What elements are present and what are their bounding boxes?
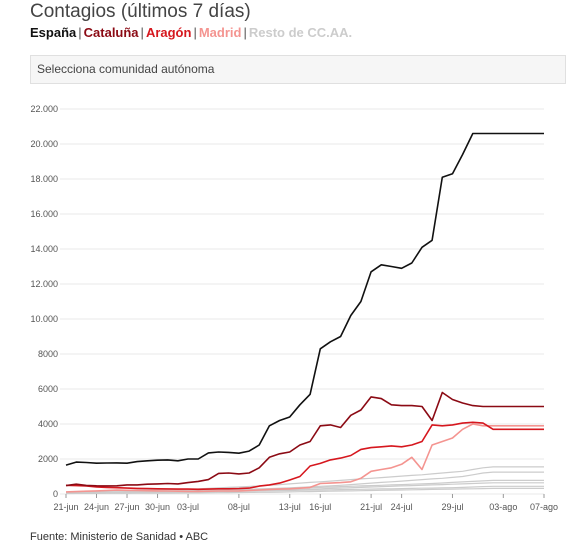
- series-line-espaa[interactable]: [65, 132, 544, 466]
- series-line-catalua[interactable]: [65, 391, 544, 487]
- y-tick-label: 14.000: [30, 244, 58, 254]
- x-axis: 21-jun 24-jun 27-jun 30-jun 03-jul 08-jul 13-j…: [53, 494, 558, 512]
- y-axis: 0 2000 4000 6000 8000 10.000 12.000 14.000 16.00…: [30, 104, 544, 499]
- x-tick-label: 29-jul: [441, 502, 463, 512]
- y-tick-label: 2000: [38, 454, 58, 464]
- x-tick-label: 24-jul: [391, 502, 413, 512]
- legend-cataluna[interactable]: Cataluña: [83, 25, 139, 40]
- x-tick-label: 27-jun: [115, 502, 140, 512]
- source-note: Fuente: Ministerio de Sanidad • ABC: [30, 531, 209, 543]
- series-line-madrid[interactable]: [65, 423, 544, 493]
- legend-separator: |: [193, 25, 197, 40]
- x-tick-label: 07-ago: [530, 502, 558, 512]
- y-tick-label: 10.000: [30, 314, 58, 324]
- y-tick-label: 22.000: [30, 104, 58, 114]
- region-select[interactable]: Selecciona comunidad autónoma: [30, 55, 566, 84]
- x-tick-label: 08-jul: [228, 502, 250, 512]
- legend-separator: |: [140, 25, 144, 40]
- x-tick-label: 30-jun: [145, 502, 170, 512]
- legend-madrid[interactable]: Madrid: [198, 25, 242, 40]
- legend-resto[interactable]: Resto de CC.AA.: [248, 25, 353, 40]
- y-tick-label: 8000: [38, 349, 58, 359]
- series-line-aragn[interactable]: [65, 421, 544, 491]
- legend-espana[interactable]: España: [30, 25, 77, 40]
- y-tick-label: 4000: [38, 419, 58, 429]
- x-tick-label: 21-jul: [360, 502, 382, 512]
- y-tick-label: 6000: [38, 384, 58, 394]
- y-tick-label: 12.000: [30, 279, 58, 289]
- x-tick-label: 24-jun: [84, 502, 109, 512]
- y-tick-label: 20.000: [30, 139, 58, 149]
- series-line-resto-7[interactable]: [65, 482, 544, 494]
- y-tick-label: 16.000: [30, 209, 58, 219]
- y-tick-label: 0: [53, 489, 58, 499]
- legend-separator: |: [78, 25, 82, 40]
- x-tick-label: 21-jun: [53, 502, 78, 512]
- x-tick-label: 03-ago: [489, 502, 517, 512]
- x-tick-label: 13-jul: [279, 502, 301, 512]
- legend-separator: |: [243, 25, 247, 40]
- x-tick-label: 16-jul: [309, 502, 331, 512]
- legend-aragon[interactable]: Aragón: [145, 25, 192, 40]
- chart-title: Contagios (últimos 7 días): [30, 1, 251, 22]
- series-lines: [65, 132, 544, 495]
- legend: España | Cataluña | Aragón | Madrid | Resto de C…: [30, 25, 352, 40]
- y-tick-label: 18.000: [30, 174, 58, 184]
- line-chart: 0 2000 4000 6000 8000 10.000 12.000 14.000 16.00…: [30, 104, 558, 512]
- x-tick-label: 03-jul: [177, 502, 199, 512]
